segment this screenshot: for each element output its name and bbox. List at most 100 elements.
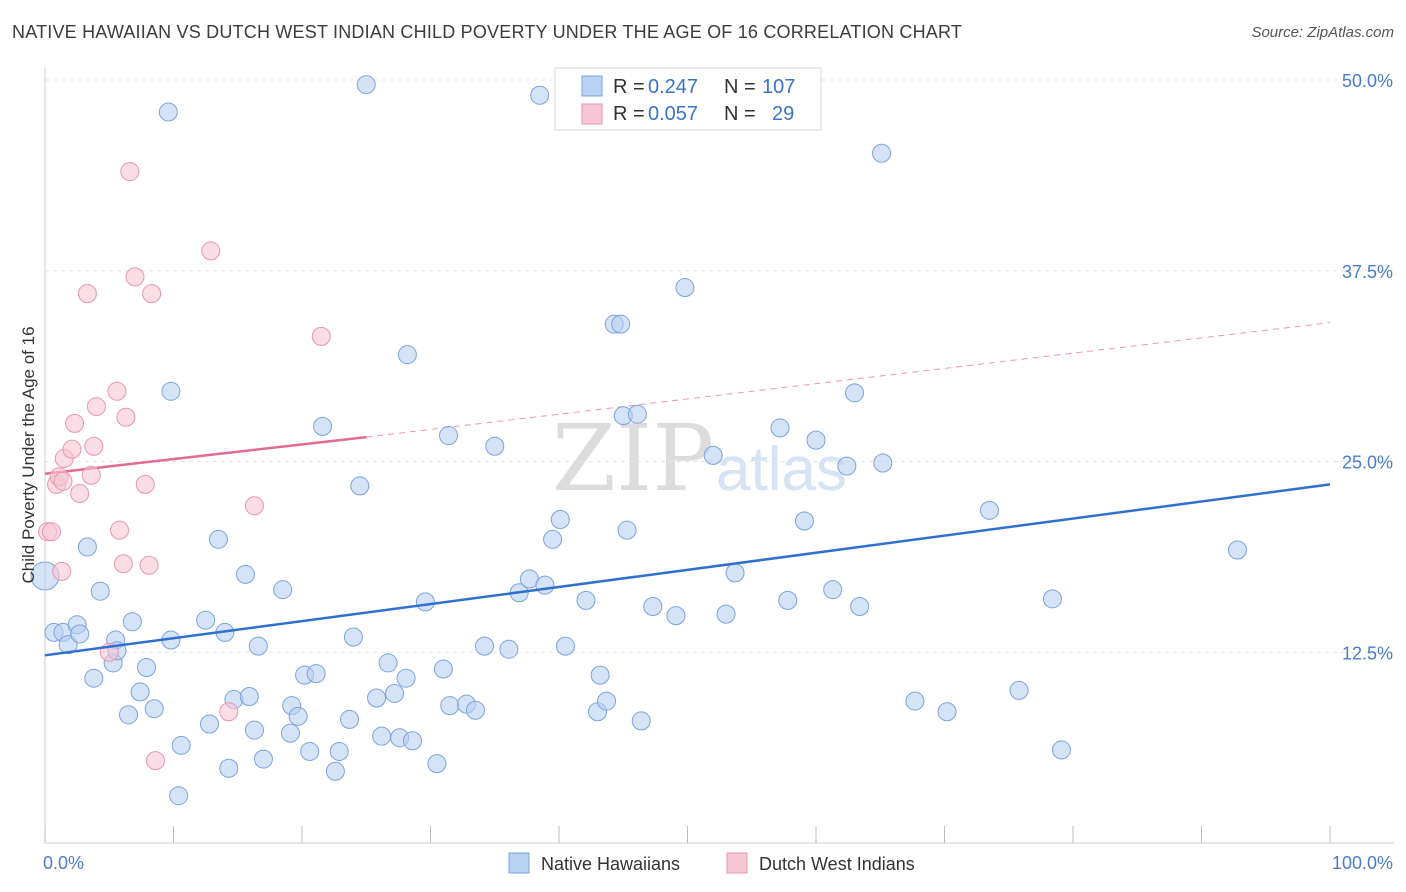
- dutch-west-indian-point: [219, 702, 239, 722]
- native-hawaiian-point: [555, 636, 575, 656]
- native-hawaiian-point: [837, 456, 857, 476]
- native-hawaiian-point: [666, 606, 686, 626]
- native-hawaiian-point: [161, 381, 181, 401]
- native-hawaiian-point: [530, 85, 550, 105]
- stats-box: R = 0.247 N = 107 R = 0.057 N = 29: [554, 67, 822, 131]
- native-hawaiian-point: [905, 691, 925, 711]
- stats-r-label-2: R =: [613, 103, 645, 125]
- native-hawaiian-point: [433, 659, 453, 679]
- dutch-west-indian-point: [86, 397, 106, 417]
- chart-title: NATIVE HAWAIIAN VS DUTCH WEST INDIAN CHI…: [12, 22, 963, 42]
- native-hawaiian-point: [576, 590, 596, 610]
- dutch-west-indian-point: [113, 554, 133, 574]
- x-tick-label-min: 0.0%: [43, 853, 84, 873]
- x-tick-labels: 0.0% 100.0%: [43, 853, 1393, 873]
- native-hawaiian-point: [631, 711, 651, 731]
- native-hawaiian-point: [627, 404, 647, 424]
- dutch-west-indian-point: [77, 284, 97, 304]
- native-hawaiian-point: [84, 668, 104, 688]
- stats-n-label-2: N =: [724, 103, 756, 125]
- legend-label-native-hawaiians: Native Hawaiians: [541, 854, 680, 874]
- native-hawaiian-point: [873, 453, 893, 473]
- native-hawaiian-point: [675, 278, 695, 298]
- dutch-west-indian-point: [120, 162, 140, 182]
- native-hawaiian-point: [325, 761, 345, 781]
- native-hawaiian-point: [979, 500, 999, 520]
- dutch-west-indian-point: [41, 522, 61, 542]
- native-hawaiian-point: [350, 476, 370, 496]
- native-hawaiian-point: [306, 664, 326, 684]
- native-hawaiian-point: [845, 383, 865, 403]
- native-hawaiian-point: [597, 691, 617, 711]
- native-hawaiian-point: [343, 627, 363, 647]
- dutch-west-indian-point: [62, 439, 82, 459]
- y-tick-label-1: 25.0%: [1342, 453, 1393, 473]
- native-hawaiian-point: [1042, 589, 1062, 609]
- native-hawaiian-point: [474, 636, 494, 656]
- native-hawaiian-point: [239, 687, 259, 707]
- native-hawaiian-point: [137, 658, 157, 678]
- native-hawaiian-point: [485, 436, 505, 456]
- native-hawaiian-point: [794, 511, 814, 531]
- stats-n-label-1: N =: [724, 76, 756, 98]
- stats-n-value-1: 107: [762, 76, 795, 98]
- dutch-west-indian-point: [116, 407, 136, 427]
- native-hawaiian-point: [378, 653, 398, 673]
- dutch-west-indian-point: [110, 520, 130, 540]
- stats-swatch-pink: [581, 103, 603, 125]
- native-hawaiian-point: [313, 416, 333, 436]
- native-hawaiian-point: [329, 741, 349, 761]
- native-hawaiian-point: [415, 592, 435, 612]
- native-hawaiian-point: [590, 665, 610, 685]
- native-hawaiian-point: [208, 529, 228, 549]
- stats-r-value-1: 0.247: [648, 76, 698, 98]
- y-axis-label: Child Poverty Under the Age of 16: [19, 326, 38, 583]
- native-hawaiian-point: [144, 699, 164, 719]
- native-hawaiian-point: [535, 575, 555, 595]
- native-hawaiian-point: [725, 563, 745, 583]
- native-hawaiian-point: [130, 682, 150, 702]
- dutch-west-indian-point: [135, 474, 155, 494]
- native-hawaiian-point: [356, 75, 376, 95]
- dutch-west-indian-point: [81, 465, 101, 485]
- native-hawaiian-point: [611, 314, 631, 334]
- native-hawaiian-point: [340, 709, 360, 729]
- native-hawaiian-point: [716, 604, 736, 624]
- dutch-west-indian-trend-extension: [366, 322, 1331, 438]
- native-hawaiian-point: [244, 720, 264, 740]
- dutch-west-indian-point: [142, 284, 162, 304]
- native-hawaiian-point: [850, 596, 870, 616]
- dutch-west-indian-point: [70, 484, 90, 504]
- y-tick-label-3: 50.0%: [1342, 71, 1393, 91]
- native-hawaiian-point: [119, 705, 139, 725]
- native-hawaiian-point: [273, 580, 293, 600]
- native-hawaiian-point: [253, 749, 273, 769]
- native-hawaiian-point: [1227, 540, 1247, 560]
- native-hawaiian-point: [1051, 740, 1071, 760]
- native-hawaiian-point: [367, 688, 387, 708]
- native-hawaiian-point: [77, 537, 97, 557]
- y-tick-label-0: 12.5%: [1342, 643, 1393, 663]
- native-hawaiian-point: [643, 596, 663, 616]
- stats-r-value-2: 0.057: [648, 103, 698, 125]
- native-hawaiian-point: [158, 102, 178, 122]
- dutch-west-indian-point: [65, 413, 85, 433]
- native-hawaiian-point: [1009, 680, 1029, 700]
- dutch-west-indian-points: [38, 162, 331, 771]
- native-hawaiian-point: [196, 610, 216, 630]
- dutch-west-indian-point: [146, 751, 166, 771]
- native-hawaiian-point: [397, 345, 417, 365]
- native-hawaiian-points: [30, 75, 1247, 806]
- native-hawaiian-point: [778, 590, 798, 610]
- blue-trend-group: [44, 483, 1331, 657]
- native-hawaiian-point: [235, 564, 255, 584]
- y-tick-label-2: 37.5%: [1342, 262, 1393, 282]
- native-hawaiian-point: [248, 636, 268, 656]
- native-hawaiian-point: [403, 731, 423, 751]
- native-hawaiian-point: [300, 741, 320, 761]
- dutch-west-indian-point: [84, 436, 104, 456]
- native-hawaiian-point: [70, 624, 90, 644]
- axes: [44, 68, 1394, 844]
- dutch-west-indian-point: [244, 496, 264, 516]
- native-hawaiian-point: [385, 683, 405, 703]
